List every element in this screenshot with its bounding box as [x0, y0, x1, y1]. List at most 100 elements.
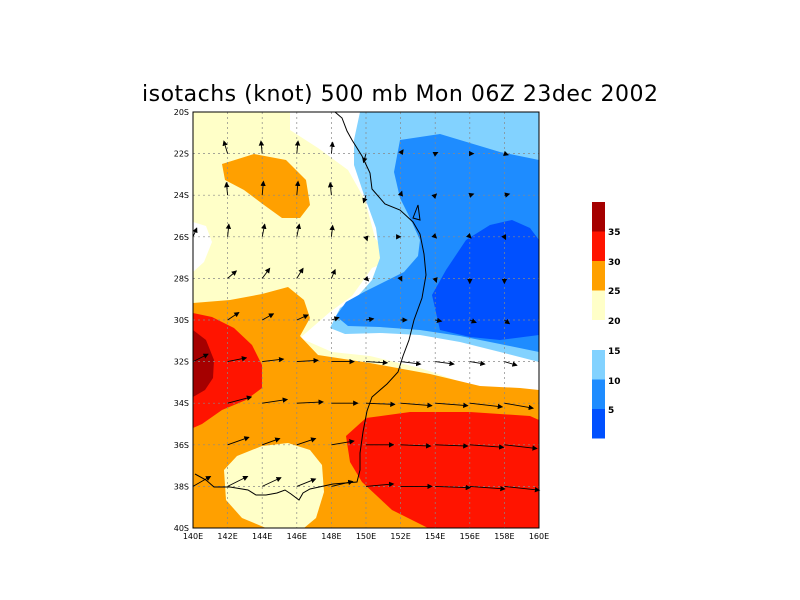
wind-vector	[331, 316, 340, 322]
wind-vector	[435, 317, 443, 324]
colorbar-bin	[592, 350, 605, 380]
colorbar-bin	[592, 202, 605, 232]
lat-tick-labels: 20S 22S 24S 26S 28S 30S 32S 34S 36S 38S 40S	[174, 108, 189, 533]
wind-vector	[330, 268, 336, 279]
wind-vector	[363, 275, 370, 282]
colorbar-label: 35	[608, 228, 621, 238]
wind-vector	[192, 227, 198, 237]
wind-vector	[435, 360, 455, 367]
map-title: isotachs (knot) 500 mb Mon 06Z 23dec 200…	[142, 82, 659, 107]
wind-vector	[365, 359, 389, 366]
wind-vector	[225, 223, 232, 237]
wind-vector	[329, 141, 335, 154]
wind-vector	[227, 436, 250, 446]
wind-vector	[362, 153, 368, 164]
wind-vector	[224, 181, 230, 196]
wind-vector	[296, 399, 324, 405]
wind-vector	[331, 479, 354, 487]
wind-vector	[501, 234, 507, 241]
wind-vector	[435, 402, 469, 409]
lon-tick-label: 140E	[183, 532, 203, 541]
wind-vector	[227, 395, 253, 404]
lon-tick-label: 150E	[356, 532, 376, 541]
wind-vector	[400, 360, 422, 367]
wind-vector	[262, 356, 285, 363]
coastline	[194, 111, 427, 501]
lat-tick-label: 40S	[174, 524, 189, 533]
wind-vector	[469, 360, 486, 367]
colorbar-bin	[592, 261, 605, 291]
wind-vector	[469, 402, 504, 410]
lat-tick-label: 30S	[174, 316, 189, 325]
lon-tick-label: 160E	[529, 532, 549, 541]
lon-tick-labels: 140E 142E 144E 146E 148E 150E 152E 154E 156E 158E…	[183, 532, 549, 541]
lon-tick-label: 144E	[252, 532, 272, 541]
lon-tick-label: 154E	[425, 532, 445, 541]
colorbar: 35 30 25 20 15 10 5	[592, 202, 621, 439]
lon-tick-label: 156E	[460, 532, 480, 541]
wind-vector	[432, 277, 438, 284]
wind-vector	[258, 140, 265, 154]
lat-tick-label: 22S	[174, 150, 189, 159]
wind-vector	[296, 267, 304, 279]
wind-vector	[468, 192, 475, 198]
colorbar-bin	[592, 290, 605, 320]
wind-vector	[400, 443, 432, 449]
wind-vector	[365, 316, 375, 323]
wind-vector	[400, 402, 433, 409]
wind-vector	[262, 437, 281, 446]
light-yellow-south-blob	[224, 443, 324, 528]
wind-vector	[329, 224, 335, 237]
gridlines	[193, 112, 539, 528]
wind-vector	[398, 149, 404, 156]
lon-tick-label: 152E	[390, 532, 410, 541]
lat-tick-label: 28S	[174, 274, 189, 283]
lon-tick-label: 158E	[494, 532, 514, 541]
wind-vector	[432, 151, 439, 157]
wind-vector	[504, 444, 538, 451]
wind-vectors	[192, 140, 541, 493]
lon-tick-label: 142E	[217, 532, 237, 541]
lat-tick-label: 20S	[174, 108, 189, 117]
wind-vector	[262, 477, 282, 487]
wind-vector	[294, 140, 301, 154]
wind-vector	[435, 484, 472, 491]
wind-vector	[222, 140, 229, 154]
wind-vector	[192, 475, 212, 487]
wind-vector	[227, 312, 240, 321]
colorbar-label: 5	[608, 406, 614, 416]
orange-north-blob	[222, 154, 310, 218]
wind-vector	[192, 353, 209, 363]
colorbar-label: 30	[608, 258, 621, 268]
red-west-core	[193, 313, 262, 428]
lat-tick-label: 38S	[174, 482, 189, 491]
wind-vector	[296, 357, 319, 364]
wind-vector	[435, 443, 469, 449]
wind-vector	[295, 223, 302, 237]
wind-vector	[397, 190, 403, 197]
wind-vector	[227, 270, 238, 279]
colorbar-bin	[592, 409, 605, 439]
wind-vector	[469, 485, 506, 492]
lat-tick-label: 36S	[174, 441, 189, 450]
lat-tick-label: 34S	[174, 399, 189, 408]
colorbar-label: 25	[608, 287, 621, 297]
wind-vector	[261, 313, 275, 321]
colorbar-bin	[592, 231, 605, 261]
wind-vector	[503, 150, 510, 156]
white-patch-west	[193, 222, 212, 272]
lat-tick-label: 24S	[174, 191, 189, 200]
wind-vector	[261, 267, 271, 279]
wind-vector	[504, 318, 511, 325]
wind-vector	[296, 314, 309, 321]
wind-vector	[227, 475, 249, 487]
colorbar-label: 20	[608, 317, 621, 327]
wind-vector	[431, 193, 438, 200]
wind-vector	[469, 444, 505, 450]
wind-vector	[365, 481, 395, 487]
wind-vector	[504, 402, 535, 411]
lat-tick-label: 32S	[174, 358, 189, 367]
wind-vector	[431, 232, 438, 239]
wind-vector	[260, 180, 266, 196]
